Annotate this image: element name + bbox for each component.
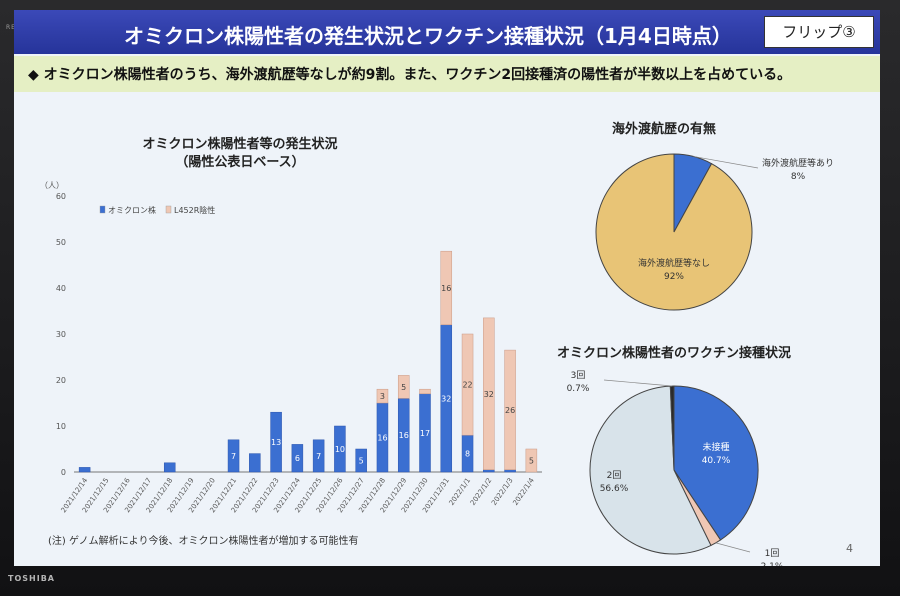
bar-label-0-12: 10: [335, 445, 345, 454]
bar-1-19: [483, 317, 495, 470]
y-tick-label-0: 0: [61, 468, 66, 477]
bar-1-18: [461, 333, 474, 436]
pie-vaccine-label-0: 未接種: [702, 441, 729, 453]
bar-label-1-14: 3: [380, 392, 385, 401]
bar-1-17: [440, 250, 453, 326]
bar-1-14: [376, 388, 389, 404]
y-axis-label: （人）: [40, 181, 64, 190]
bar-label-0-14: 16: [377, 434, 387, 443]
bar-label-0-17: 32: [441, 394, 451, 403]
pie-vaccine-title: オミクロン株陽性者のワクチン接種状況: [556, 346, 791, 361]
bar-label-0-10: 6: [295, 454, 300, 463]
bar-label-0-9: 13: [271, 438, 281, 447]
slide-title-bar: オミクロン株陽性者の発生状況とワクチン接種状況（1月4日時点） フリップ③: [14, 10, 880, 54]
bar-0-19: [483, 469, 495, 473]
pie-travel-chart: 海外渡航歴等あり 8% 海外渡航歴等なし 92%: [595, 153, 834, 311]
bar-chart-title: オミクロン株陽性者等の発生状況: [142, 137, 338, 152]
bar-label-0-15: 16: [399, 431, 409, 440]
legend-swatch-0: [99, 205, 106, 214]
y-tick-label-4: 40: [56, 284, 66, 293]
pie-vaccine-leader-1: [715, 542, 751, 553]
legend-label-1: L452R陰性: [174, 205, 215, 215]
legend-label-0: オミクロン株: [108, 205, 156, 215]
bar-1-20: [504, 349, 516, 470]
bar-0-20: [504, 469, 516, 473]
bar-label-0-7: 7: [231, 452, 236, 461]
pie-travel-pct-0: 8%: [791, 172, 806, 182]
pie-travel-leader-0: [693, 156, 759, 169]
pie-travel-pct-1: 92%: [664, 272, 684, 282]
bar-0-10: [291, 444, 304, 473]
bar-chart-title-block: オミクロン株陽性者等の発生状況 （陽性公表日ベース）: [130, 136, 350, 172]
pie-vaccine-label-2: 2回: [607, 470, 622, 481]
bar-1-16: [419, 388, 431, 395]
monitor-brand-bottom: TOSHIBA: [8, 574, 55, 583]
y-tick-label-1: 10: [56, 422, 66, 431]
bar-label-0-16: 17: [420, 429, 430, 438]
pie-vaccine-pct-1: 2.1%: [761, 562, 784, 566]
y-tick-label-6: 60: [56, 192, 66, 201]
bar-label-1-20: 26: [505, 406, 515, 415]
bar-label-1-18: 22: [462, 381, 472, 390]
slide-title: オミクロン株陽性者の発生状況とワクチン接種状況（1月4日時点）: [124, 24, 732, 48]
bar-label-1-17: 16: [441, 284, 451, 293]
pie-travel-label-0: 海外渡航歴等あり: [762, 157, 834, 169]
bar-0-11: [312, 439, 325, 473]
legend-swatch-1: [165, 205, 172, 214]
pie-vaccine-leader-3: [603, 379, 673, 387]
bar-1-21: [525, 448, 538, 473]
slide-screen: オミクロン株陽性者の発生状況とワクチン接種状況（1月4日時点） フリップ③ ◆ …: [14, 10, 880, 566]
bar-0-8: [249, 453, 261, 473]
bar-0-0: [78, 467, 91, 473]
pie-vaccine-pct-3: 0.7%: [567, 384, 590, 394]
pie-vaccine-label-1: 1回: [765, 548, 780, 559]
pie-vaccine-pct-0: 40.7%: [702, 456, 731, 466]
pie-vaccine-pct-2: 56.6%: [600, 484, 629, 494]
bar-label-1-21: 5: [529, 457, 534, 466]
flip-badge: フリップ③: [764, 16, 874, 48]
bar-label-1-15: 5: [401, 383, 406, 392]
y-tick-label-3: 30: [56, 330, 66, 339]
bar-0-9: [270, 411, 282, 473]
y-tick-label-2: 20: [56, 376, 66, 385]
bar-0-12: [334, 425, 346, 473]
bar-0-13: [355, 448, 367, 473]
bar-0-7: [227, 439, 240, 473]
pie-vaccine-chart: 未接種 40.7% 1回 2.1% 2回 56.6% 3回 0.7%: [567, 370, 784, 566]
bar-1-15: [397, 375, 410, 399]
slide-subtitle: ◆ オミクロン株陽性者のうち、海外渡航歴等なしが約9割。また、ワクチン2回接種済…: [28, 67, 792, 83]
pie-travel-slice-1: [595, 153, 753, 311]
footnote: (注) ゲノム解析により今後、オミクロン株陽性者が増加する可能性有: [48, 536, 359, 547]
bar-label-0-11: 7: [316, 452, 321, 461]
pie-travel-label-1: 海外渡航歴等なし: [638, 257, 710, 269]
bar-0-4: [163, 462, 176, 473]
page-number: 4: [846, 542, 853, 555]
y-tick-label-5: 50: [56, 238, 66, 247]
pie-vaccine-label-3: 3回: [571, 370, 586, 381]
bar-label-0-13: 5: [359, 457, 364, 466]
bar-label-0-18: 8: [465, 450, 470, 459]
bar-label-1-19: 32: [484, 390, 494, 399]
bar-chart-subtitle: （陽性公表日ベース）: [175, 155, 305, 170]
x-tick-label-21: 2022/1/4: [511, 476, 536, 507]
pie-vaccine-slice-2: [589, 385, 712, 555]
slide-subtitle-bar: ◆ オミクロン株陽性者のうち、海外渡航歴等なしが約9割。また、ワクチン2回接種済…: [14, 56, 880, 92]
pie-travel-title: 海外渡航歴の有無: [611, 122, 716, 137]
